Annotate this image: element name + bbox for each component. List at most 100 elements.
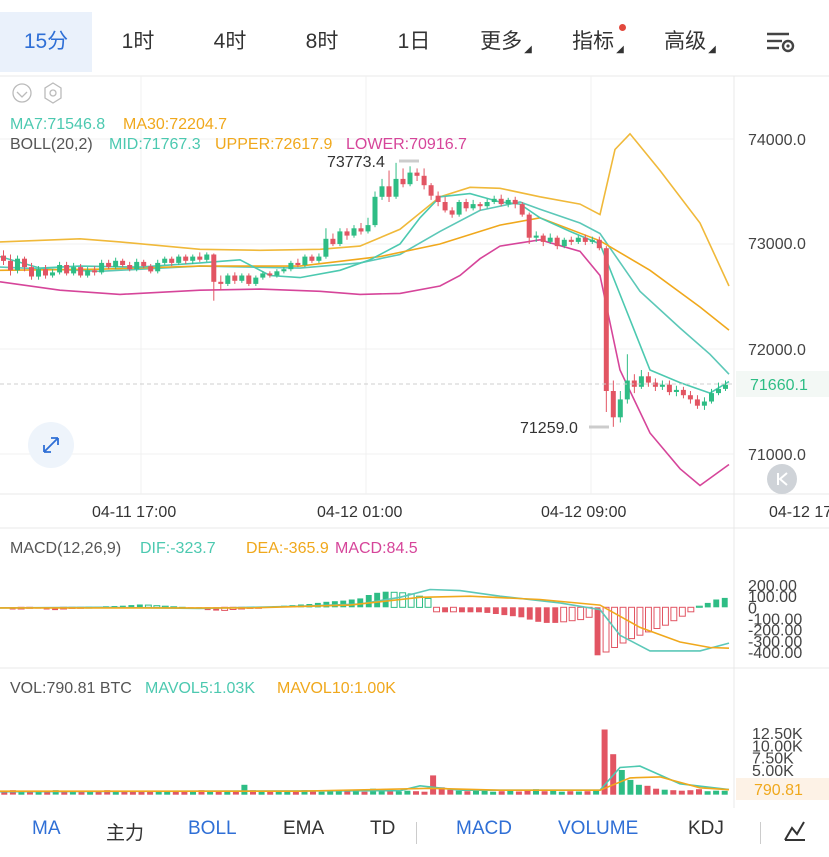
macd-bar — [492, 607, 499, 614]
candle-body — [554, 237, 560, 247]
divider — [416, 822, 417, 844]
vol-legend-mavol10: MAVOL10:1.00K — [277, 680, 396, 697]
volume-bar — [327, 791, 334, 795]
candle-body — [407, 172, 413, 185]
macd-bar — [348, 599, 355, 608]
tab-1h[interactable]: 1时 — [92, 12, 184, 72]
macd-bar — [645, 606, 652, 633]
vol-y-tick-label: 5.00K — [752, 763, 794, 780]
indicator-boll[interactable]: BOLL — [188, 818, 237, 839]
candle-body — [477, 204, 483, 207]
volume-bar — [35, 791, 42, 795]
kline-chart[interactable]: MA7:71546.8 MA30:72204.7 BOLL(20,2) MID:… — [0, 0, 829, 808]
indicator-settings-icon[interactable] — [44, 82, 62, 104]
candle-body — [631, 380, 637, 387]
macd-y-tick-label: -300.00 — [748, 634, 802, 651]
candle-body — [337, 231, 343, 244]
tab-label: 1时 — [121, 30, 155, 53]
candle-body — [274, 271, 280, 276]
candle-body — [218, 281, 224, 284]
tab-4h[interactable]: 4时 — [184, 12, 276, 72]
volume-bar — [413, 791, 419, 795]
indicator-macd[interactable]: MACD — [456, 818, 512, 839]
candle-body — [15, 258, 20, 271]
candle-body — [610, 391, 616, 418]
candle-body — [1, 255, 6, 261]
macd-bar — [407, 593, 415, 608]
macd-bar — [526, 607, 533, 620]
indicator-volume[interactable]: VOLUME — [558, 818, 639, 839]
chart-settings-icon[interactable] — [764, 28, 798, 58]
indicator-main-force[interactable]: 主力 — [106, 823, 145, 844]
tab-label: 更多 — [480, 30, 523, 53]
macd-bar — [128, 605, 135, 608]
volume-bar — [198, 790, 205, 795]
candle-body — [134, 261, 140, 270]
volume-bar — [661, 789, 668, 795]
indicator-bar: MA 主力 BOLL EMA TD MACD VOLUME KDJ — [0, 808, 829, 857]
volume-bar — [404, 790, 411, 795]
volume-bar — [704, 791, 711, 795]
volume-bar — [190, 791, 196, 795]
candle-body — [225, 275, 231, 284]
macd-bar — [695, 605, 703, 608]
candle-body — [29, 267, 34, 277]
macd-y-tick-label: -400.00 — [748, 645, 802, 662]
volume-bar — [155, 790, 162, 795]
candle-body — [561, 239, 567, 247]
candle-body — [260, 273, 266, 278]
candle-body — [267, 273, 273, 276]
candle-body — [197, 256, 203, 260]
volume-bar — [601, 729, 608, 795]
macd-y-tick-label: 200.00 — [748, 578, 797, 595]
indicator-kdj[interactable]: KDJ — [688, 818, 724, 839]
candle-body — [701, 401, 707, 406]
volume-bar — [644, 785, 651, 795]
vol-y-tick-label: 7.50K — [752, 751, 794, 768]
volume-bar — [275, 790, 282, 795]
candle-body — [239, 275, 245, 281]
caret-icon: ◢ — [708, 44, 716, 55]
boll-bands — [0, 132, 730, 487]
macd-bar — [594, 607, 601, 656]
draw-tool-icon[interactable] — [782, 818, 808, 850]
macd-bar — [611, 606, 618, 648]
tab-1d[interactable]: 1日 — [368, 12, 460, 72]
indicator-ema[interactable]: EMA — [283, 818, 325, 839]
x-tick-label: 04-11 17:00 — [92, 504, 176, 521]
volume-bar — [310, 790, 316, 795]
toggle-visibility-icon[interactable] — [12, 83, 32, 103]
volume-bar — [687, 790, 694, 795]
candle-body — [183, 256, 189, 261]
candle-body — [106, 262, 112, 268]
candle-body — [526, 214, 532, 238]
volume-bar — [232, 790, 239, 795]
indicator-ma[interactable]: MA — [32, 818, 61, 839]
vol-legend-mavol5: MAVOL5:1.03K — [145, 680, 255, 697]
tab-more[interactable]: 更多 ◢ — [460, 12, 552, 72]
volume-bar — [18, 791, 25, 795]
indicator-td[interactable]: TD — [370, 818, 396, 839]
tab-8h[interactable]: 8时 — [276, 12, 368, 72]
candle-body — [400, 178, 406, 185]
volume-bar — [61, 791, 68, 795]
candle-body — [624, 380, 630, 400]
candle-body — [155, 262, 161, 272]
tab-15m[interactable]: 15分 — [0, 12, 92, 72]
scroll-to-latest-button[interactable] — [767, 464, 797, 494]
macd-bar — [704, 602, 711, 608]
candle-body — [379, 186, 385, 197]
candle-body — [85, 270, 91, 276]
tab-advanced[interactable]: 高级 ◢ — [644, 12, 736, 72]
volume-bar — [378, 790, 385, 795]
candle-body — [253, 277, 259, 284]
volume-bar — [387, 791, 394, 795]
volume-bar — [421, 791, 428, 795]
expand-chart-button[interactable] — [28, 422, 74, 468]
macd-bar — [577, 606, 585, 621]
candle-body — [449, 210, 455, 215]
volume-bar — [507, 790, 514, 795]
divider — [760, 822, 761, 844]
tab-indicators[interactable]: 指标 ◢ — [552, 12, 644, 72]
volume-bar — [575, 791, 582, 795]
